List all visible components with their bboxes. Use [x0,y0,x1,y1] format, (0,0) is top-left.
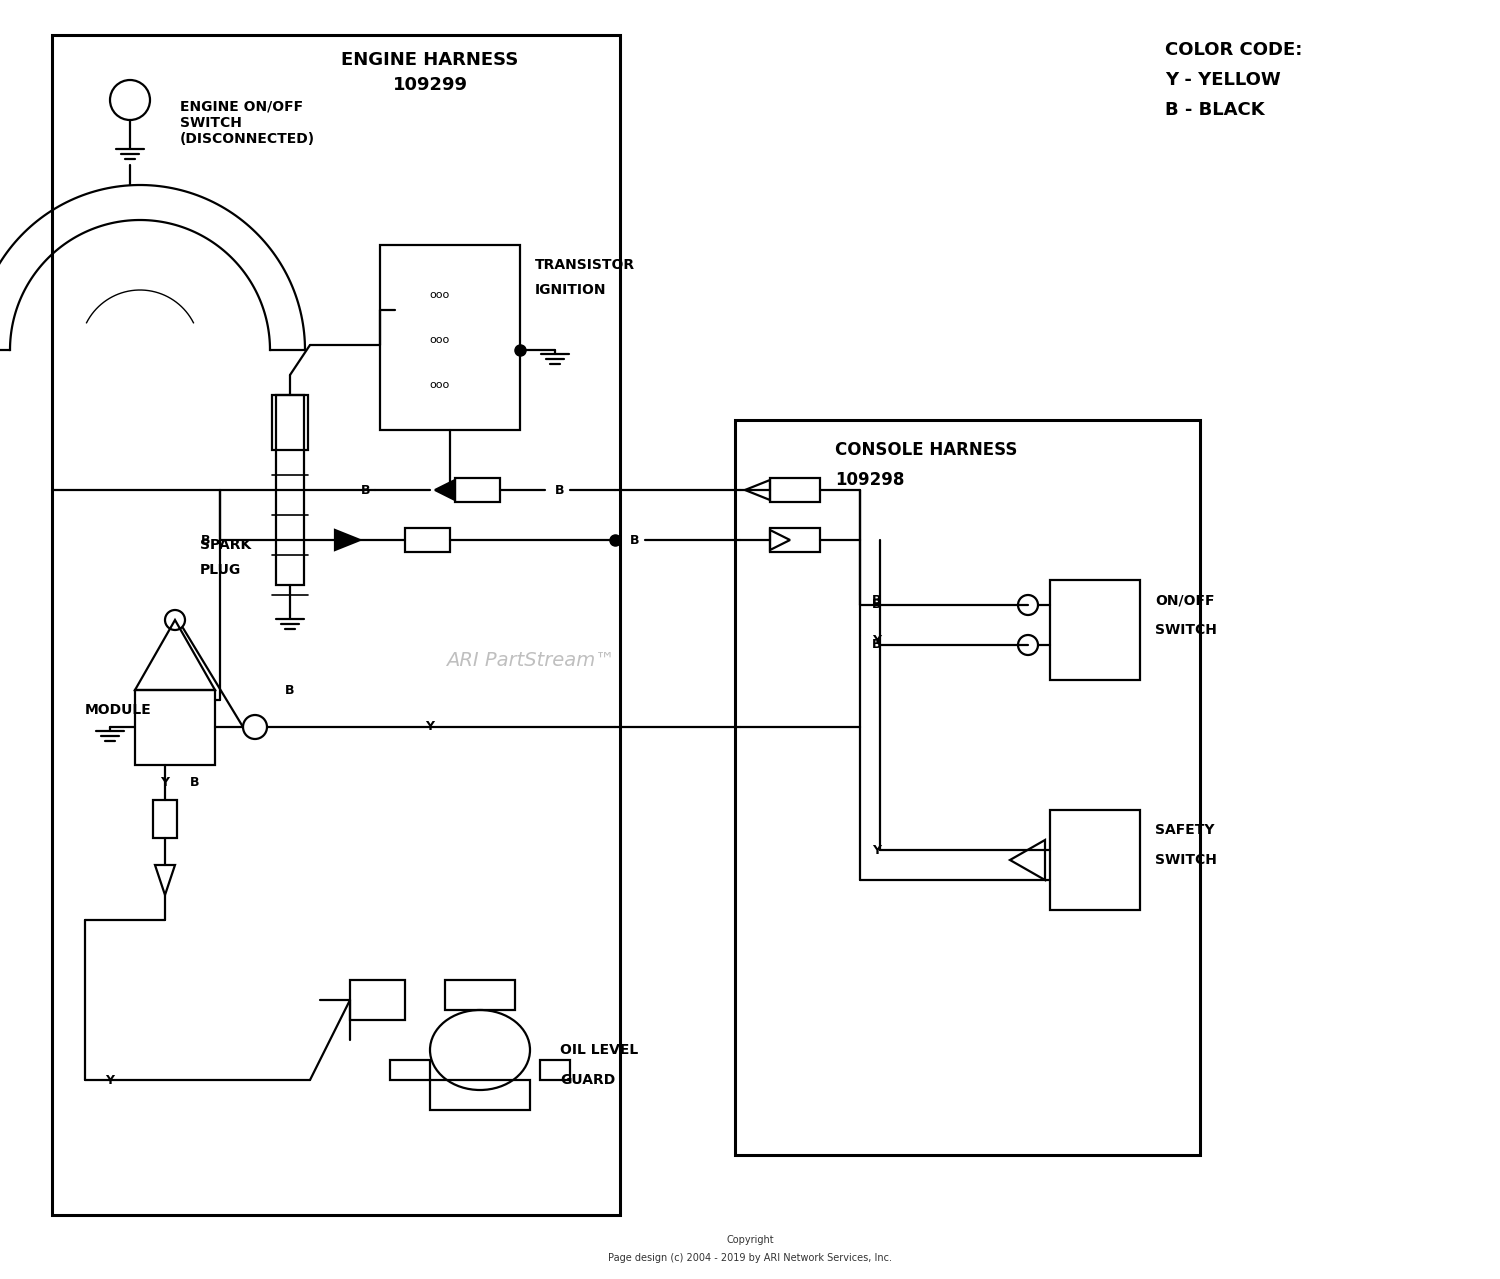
Text: ARI PartStream™: ARI PartStream™ [446,651,615,669]
Polygon shape [435,480,454,500]
Bar [350,980,405,1019]
Text: SWITCH: SWITCH [1155,853,1216,867]
Text: Page design (c) 2004 - 2019 by ARI Network Services, Inc.: Page design (c) 2004 - 2019 by ARI Netwo… [608,1253,892,1262]
Text: SWITCH: SWITCH [1155,623,1216,637]
Bar [454,478,500,501]
Text: B: B [555,483,564,496]
Text: 109298: 109298 [836,471,904,489]
Text: B - BLACK: B - BLACK [1166,101,1264,119]
Text: TRANSISTOR: TRANSISTOR [536,258,634,272]
Text: Copyright: Copyright [726,1236,774,1244]
Text: B: B [871,593,882,606]
Text: SAFETY: SAFETY [1155,822,1215,836]
Bar [735,420,1200,1155]
Bar [135,689,214,765]
Bar [390,1060,430,1079]
Text: Y: Y [160,776,170,789]
Bar [1050,810,1140,909]
Text: ooo: ooo [430,335,450,345]
Text: B: B [285,683,294,697]
Text: Y - YELLOW: Y - YELLOW [1166,72,1281,90]
Bar [153,799,177,838]
Text: ENGINE ON/OFF
SWITCH
(DISCONNECTED): ENGINE ON/OFF SWITCH (DISCONNECTED) [180,100,315,146]
Text: SPARK: SPARK [200,538,250,553]
Text: B: B [630,533,639,546]
Text: Y: Y [871,843,880,857]
Text: Y: Y [105,1073,114,1086]
Bar [446,980,514,1010]
Text: B: B [360,483,370,496]
Bar [53,35,620,1215]
Text: B: B [201,533,210,546]
Text: Y: Y [871,633,880,646]
Text: MODULE: MODULE [86,703,152,718]
Text: B: B [190,776,200,789]
Text: 109299: 109299 [393,75,468,93]
Text: ON/OFF: ON/OFF [1155,593,1215,608]
Bar [380,246,520,430]
Text: OIL LEVEL: OIL LEVEL [560,1042,639,1056]
Text: Y: Y [426,720,435,733]
Bar [1050,579,1140,680]
Text: COLOR CODE:: COLOR CODE: [1166,41,1302,59]
Bar [405,528,450,553]
Text: PLUG: PLUG [200,563,242,577]
Bar [430,1079,530,1110]
Bar [770,478,820,501]
Text: IGNITION: IGNITION [536,283,606,297]
Polygon shape [334,530,360,550]
Text: ooo: ooo [430,380,450,390]
Bar [272,395,308,450]
Text: B: B [871,638,882,651]
Text: CONSOLE HARNESS: CONSOLE HARNESS [836,441,1017,459]
Bar [540,1060,570,1079]
Text: ENGINE HARNESS: ENGINE HARNESS [342,51,519,69]
Text: GUARD: GUARD [560,1073,615,1087]
Bar [770,528,820,553]
Text: B: B [871,599,882,611]
Text: ooo: ooo [430,290,450,301]
Bar [276,395,304,585]
